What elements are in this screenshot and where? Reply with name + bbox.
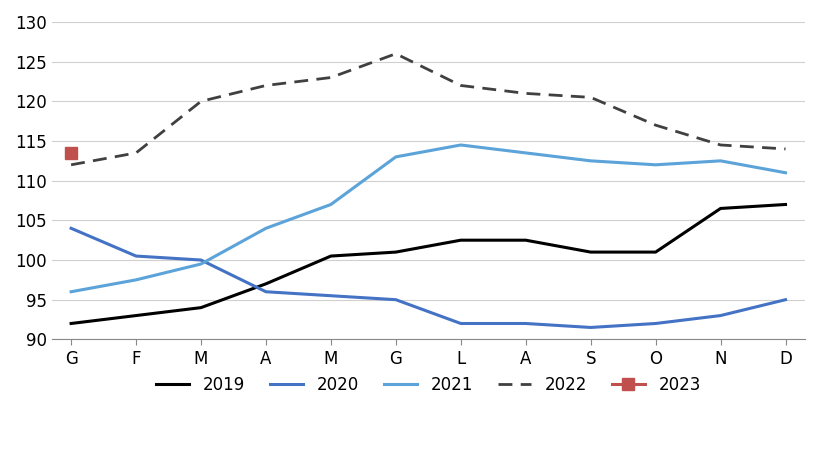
- Legend: 2019, 2020, 2021, 2022, 2023: 2019, 2020, 2021, 2022, 2023: [149, 370, 707, 401]
